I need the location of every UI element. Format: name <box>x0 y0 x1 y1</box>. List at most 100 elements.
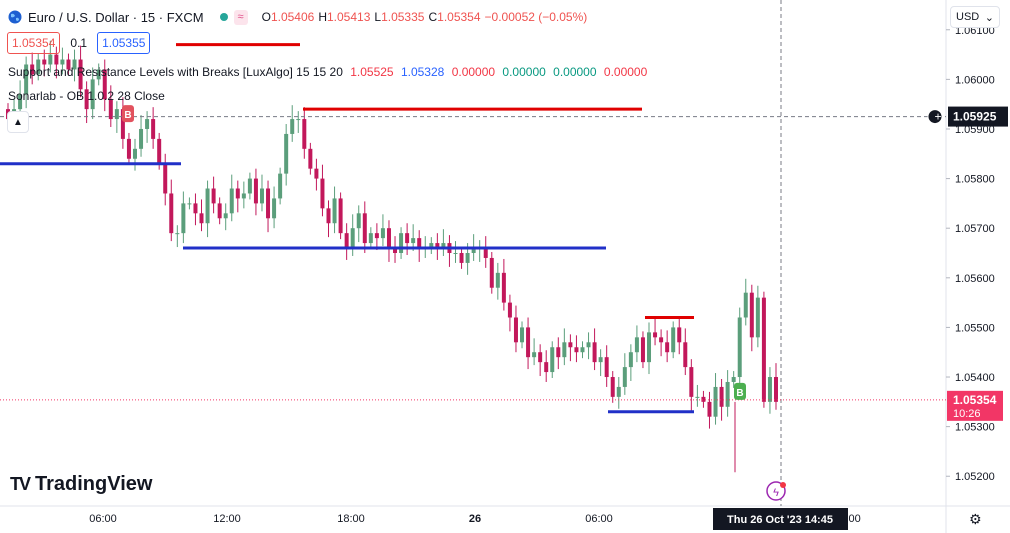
time-tick-label: 18:00 <box>337 513 365 525</box>
tradingview-logo: TV TradingView <box>10 473 152 496</box>
currency-select[interactable]: USD ⌄ <box>950 6 1000 28</box>
candle-body <box>157 138 162 164</box>
symbol-header[interactable]: Euro / U.S. Dollar · 15 · FXCM ≈ O1.0540… <box>8 7 591 27</box>
candle-body <box>532 352 537 358</box>
ohlc-key: C <box>428 10 438 24</box>
candle-body <box>640 337 645 363</box>
candle-body <box>556 347 561 358</box>
indicator-sr-value-5: 0.00000 <box>553 65 597 79</box>
candle-body <box>616 386 621 397</box>
candle-body <box>701 396 706 402</box>
candle-body <box>586 342 591 348</box>
candle-body <box>217 203 222 219</box>
candle-body <box>507 302 512 318</box>
candle-body <box>393 248 398 253</box>
indicator-sr-value-1: 1.05525 <box>350 65 394 79</box>
candle-body <box>695 396 700 398</box>
candle-body <box>338 198 343 234</box>
candle-body <box>120 109 125 139</box>
candle-body <box>114 109 119 120</box>
indicator-sr-value-3: 0.00000 <box>451 65 496 79</box>
indicator-ob-legend[interactable]: Sonarlab - OB 1.0.2 28 Close <box>8 89 165 103</box>
spread-value: 0.1 <box>70 36 88 50</box>
candle-body <box>60 59 65 65</box>
time-tick-label: 26 <box>469 513 481 525</box>
candle-body <box>568 342 573 348</box>
candle-body <box>362 213 367 244</box>
last-price-label: 1.05354 <box>953 393 997 407</box>
price-tick-label: 1.05500 <box>955 322 995 334</box>
candle-body <box>326 208 331 224</box>
chevron-up-icon[interactable]: ▲ <box>7 111 29 133</box>
candle-body <box>634 337 639 353</box>
ohlc-value: 1.05413 <box>327 10 371 24</box>
crosshair-plus-glyph: + <box>934 110 941 124</box>
candle-body <box>199 213 204 224</box>
candle-body <box>266 188 271 219</box>
candle-body <box>737 317 742 378</box>
candle-body <box>296 119 301 121</box>
crosshair-plus-icon <box>927 109 943 125</box>
candle-body <box>707 401 712 417</box>
ohlc-values: O1.05406 H1.05413 L1.05335 C1.05354 −0.00052… <box>262 10 592 24</box>
candle-body <box>622 367 627 387</box>
candle-body <box>411 238 416 244</box>
sell-button[interactable]: 1.05354 <box>7 32 61 54</box>
time-tick-label: 12:00 <box>213 513 241 525</box>
candle-body <box>145 119 150 129</box>
candle-body <box>677 327 682 343</box>
crosshair-price-tag <box>948 106 1008 127</box>
candle-body <box>526 327 531 358</box>
candle-body <box>308 148 313 169</box>
candle-body <box>501 272 506 303</box>
break-label-box <box>122 105 134 123</box>
candle-body <box>241 193 246 199</box>
candle-body <box>562 342 567 358</box>
indicator-sr-name: Support and Resistance Levels with Break… <box>8 65 343 79</box>
break-label-text: B <box>736 388 743 399</box>
candle-body <box>665 342 670 353</box>
candle-body <box>435 243 440 249</box>
candle-body <box>151 119 156 139</box>
break-label-text: B <box>124 110 131 121</box>
logo-text: TradingView <box>35 473 153 495</box>
data-delay-badge[interactable]: ≈ <box>233 9 248 25</box>
candle-body <box>399 233 404 253</box>
candle-body <box>374 233 379 239</box>
candle-body <box>774 377 778 402</box>
candle-body <box>302 119 307 149</box>
candle-body <box>96 69 101 80</box>
price-tick-label: 1.06000 <box>955 74 995 86</box>
candle-body <box>163 163 168 194</box>
candle-body <box>320 178 325 209</box>
candle-body <box>235 188 240 199</box>
candle-body <box>417 238 422 249</box>
candle-body <box>380 228 385 239</box>
candle-body <box>725 381 730 407</box>
buy-button[interactable]: 1.05355 <box>97 32 151 54</box>
candle-body <box>175 233 180 235</box>
market-open-dot <box>219 13 228 21</box>
ohlc-key: L <box>374 10 382 24</box>
candle-body <box>48 54 53 65</box>
candle-body <box>350 228 355 249</box>
chevron-down-icon: ⌄ <box>984 11 994 24</box>
gear-icon[interactable]: ⚙ <box>969 511 982 527</box>
candle-body <box>495 272 500 288</box>
candle-body <box>592 342 597 363</box>
price-tick-label: 1.05800 <box>955 174 995 186</box>
candle-body <box>453 253 458 254</box>
candle-body <box>761 297 766 402</box>
symbol-title[interactable]: Euro / U.S. Dollar · 15 · FXCM <box>28 9 204 25</box>
candle-body <box>108 99 113 120</box>
candle-body <box>386 228 391 249</box>
price-tick-label: 1.05600 <box>955 273 995 285</box>
price-tick-label: 1.05900 <box>955 124 995 136</box>
ohlc-value: 1.05335 <box>381 10 425 24</box>
candle-body <box>126 138 131 159</box>
indicator-sr-legend[interactable]: Support and Resistance Levels with Break… <box>8 65 647 79</box>
candle-body <box>205 188 210 224</box>
candle-body <box>459 253 464 263</box>
